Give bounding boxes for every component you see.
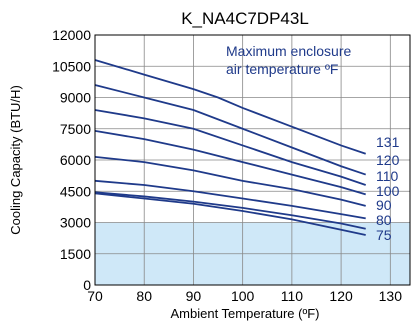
y-tick-label: 12000 bbox=[52, 27, 91, 43]
x-tick-label: 100 bbox=[231, 288, 255, 304]
y-tick-label: 10500 bbox=[52, 58, 91, 74]
y-tick-label: 6000 bbox=[60, 152, 91, 168]
x-axis-label: Ambient Temperature (ºF) bbox=[170, 306, 319, 321]
series-layer bbox=[94, 59, 366, 236]
series-end-label: 120 bbox=[376, 152, 400, 168]
series-end-label: 90 bbox=[376, 197, 392, 213]
series-end-label: 131 bbox=[376, 134, 400, 150]
x-tick-label: 80 bbox=[136, 288, 152, 304]
series-line bbox=[94, 155, 366, 207]
series-line bbox=[94, 59, 366, 155]
y-tick-label: 4500 bbox=[60, 183, 91, 199]
tick-label-layer: 70 80 90 100 110 120 1300150030004500600075009… bbox=[52, 27, 402, 304]
x-tick-label: 120 bbox=[329, 288, 353, 304]
series-line bbox=[94, 191, 366, 230]
legend-title-line-1: Maximum enclosure bbox=[226, 43, 351, 59]
y-tick-label: 7500 bbox=[60, 121, 91, 137]
y-tick-label: 1500 bbox=[60, 246, 91, 262]
series-end-label: 110 bbox=[376, 168, 399, 184]
series-end-label: 80 bbox=[376, 212, 392, 228]
series-line bbox=[94, 109, 366, 186]
series-line bbox=[94, 129, 366, 196]
x-tick-label: 110 bbox=[281, 288, 304, 304]
y-tick-label: 3000 bbox=[60, 215, 91, 231]
y-axis-label: Cooling Capacity (BTU/H) bbox=[8, 85, 23, 235]
x-tick-label: 70 bbox=[87, 288, 103, 304]
plot-frame bbox=[94, 34, 411, 286]
series-end-label: 75 bbox=[376, 227, 392, 243]
chart-title: K_NA4C7DP43L bbox=[181, 9, 309, 28]
y-tick-label: 0 bbox=[83, 277, 91, 293]
series-line bbox=[94, 192, 366, 236]
series-line bbox=[94, 84, 366, 176]
x-tick-label: 130 bbox=[379, 288, 403, 304]
series-end-label: 100 bbox=[376, 183, 400, 199]
series-line bbox=[94, 179, 366, 220]
legend-title-line-2: air temperature ºF bbox=[226, 61, 339, 77]
x-tick-label: 90 bbox=[186, 288, 202, 304]
y-tick-label: 9000 bbox=[60, 90, 91, 106]
